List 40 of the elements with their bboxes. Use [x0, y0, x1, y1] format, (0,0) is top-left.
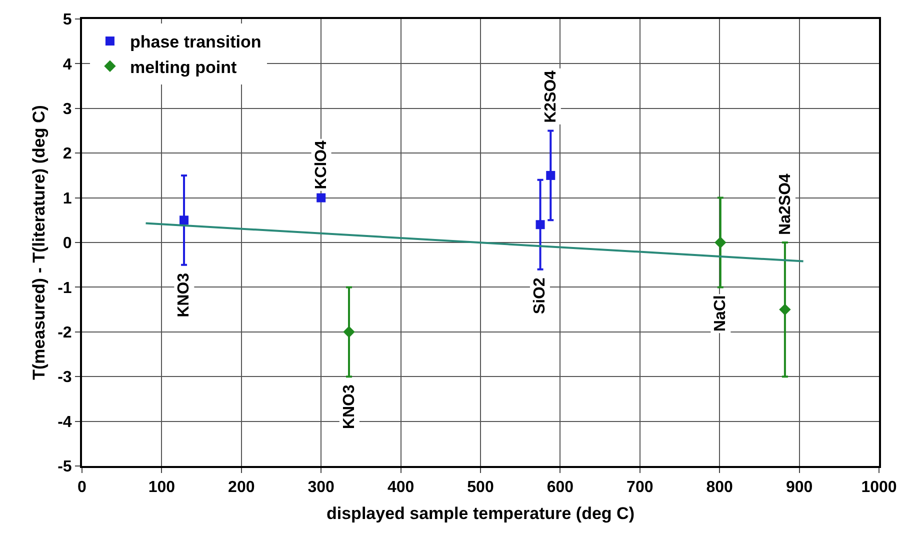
annotation: KClO4 [312, 140, 330, 190]
y-tick-label: 0 [62, 235, 72, 252]
y-tick-label: -4 [58, 414, 72, 431]
x-tick-label: 600 [546, 479, 574, 496]
x-tick-label: 800 [706, 479, 734, 496]
annotation: KNO3 [176, 272, 193, 318]
legend-label: melting point [130, 58, 238, 77]
y-tick-label: -2 [58, 324, 72, 342]
y-tick-label: 5 [62, 12, 72, 29]
x-tick-label: 300 [308, 479, 335, 496]
legend-label: phase transition [130, 32, 262, 52]
point [316, 193, 326, 202]
x-tick-label: 1000 [861, 479, 897, 496]
point [714, 236, 726, 248]
annotation: K2SO4 [542, 70, 560, 123]
y-tick-label: 3 [62, 101, 72, 118]
y-tick-label: 1 [62, 190, 72, 208]
y-tick-label: -3 [58, 369, 72, 386]
annotation: Na2SO4 [776, 173, 794, 235]
x-tick-label: 700 [626, 479, 654, 496]
y-tick-label: 4 [62, 56, 72, 74]
point [343, 326, 355, 338]
x-tick-label: 500 [467, 479, 494, 496]
point [536, 220, 545, 230]
point [779, 304, 791, 316]
x-tick-label: 100 [148, 479, 176, 496]
annotation: KNO3 [340, 384, 358, 430]
x-tick-label: 200 [228, 479, 255, 496]
y-axis-title: T(measured) - T(literature) (deg C) [30, 105, 49, 380]
point [546, 170, 556, 180]
y-tick-label: 2 [62, 146, 72, 163]
annotation: NaCl [712, 295, 730, 332]
y-tick-label: -5 [58, 458, 72, 476]
x-axis-title: displayed sample temperature (deg C) [326, 504, 634, 524]
x-tick-label: 400 [387, 479, 414, 496]
x-tick-label: 900 [786, 479, 813, 496]
x-tick-label: 0 [78, 479, 87, 496]
y-tick-label: -1 [58, 280, 72, 297]
annotation: SiO2 [531, 278, 548, 314]
point [180, 216, 189, 225]
